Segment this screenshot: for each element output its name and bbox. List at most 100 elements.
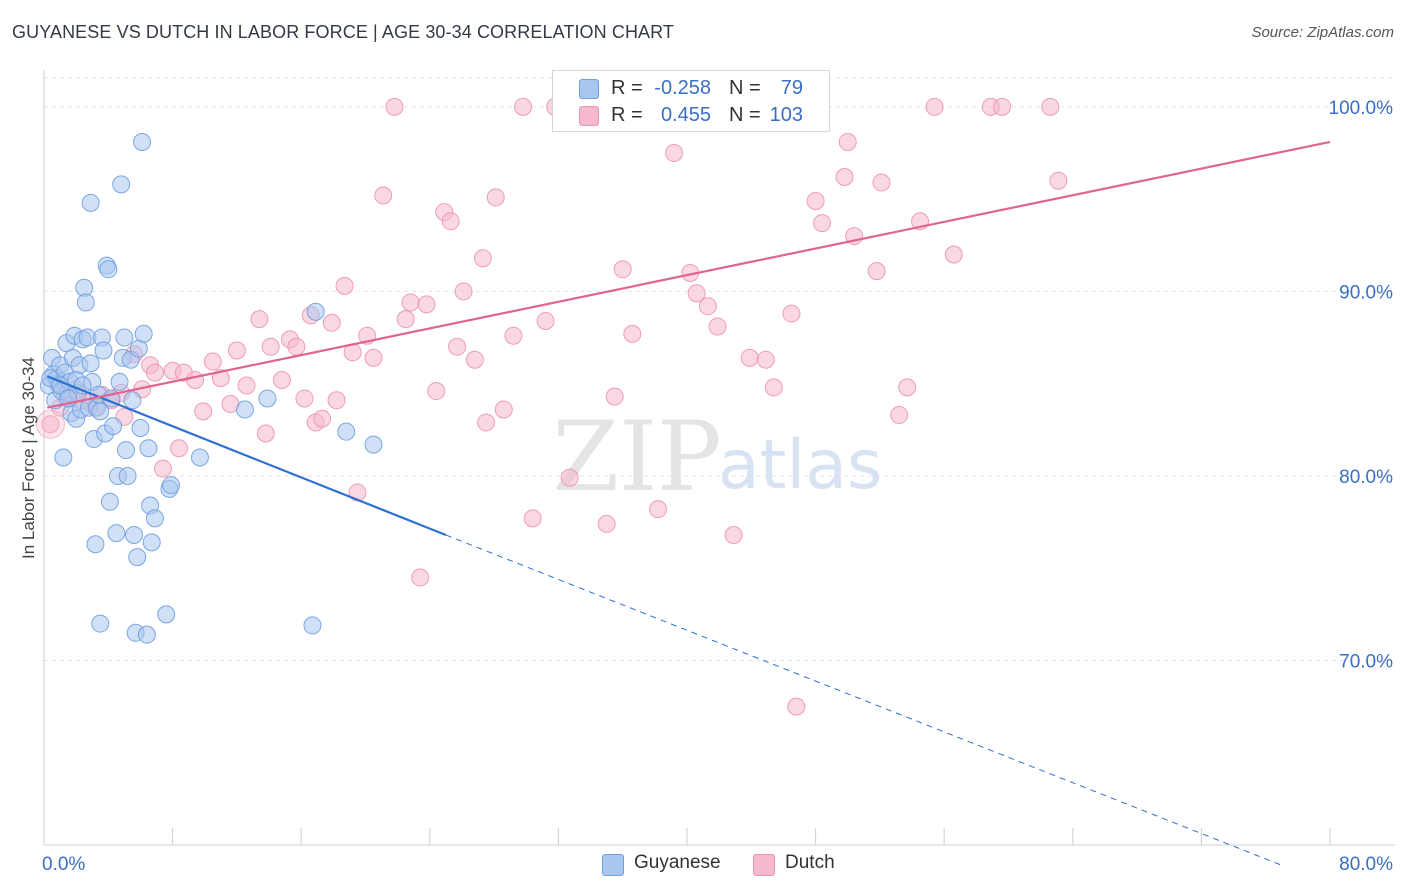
watermark-atlas: atlas xyxy=(718,426,882,505)
guyanese-point xyxy=(99,260,118,279)
legend-n-value: 103 xyxy=(769,104,803,126)
guyanese-point xyxy=(86,535,105,554)
dutch-point xyxy=(867,262,886,281)
chart-title: GUYANESE VS DUTCH IN LABOR FORCE | AGE 3… xyxy=(12,22,675,42)
dutch-point xyxy=(698,297,717,316)
dutch-point xyxy=(993,97,1012,116)
guyanese-point xyxy=(118,466,137,485)
x-tick-label: 80.0% xyxy=(1339,854,1393,875)
guyanese-point xyxy=(337,422,356,441)
series-legend: Guyanese Dutch xyxy=(0,852,1406,878)
dutch-point xyxy=(787,697,806,716)
source-label: Source: ZipAtlas.com xyxy=(1251,24,1394,41)
legend-r-value: 0.455 xyxy=(660,104,711,126)
guyanese-point xyxy=(81,193,100,212)
dutch-point xyxy=(465,350,484,369)
guyanese-point xyxy=(116,441,135,460)
legend: R = -0.258 N = 79 R = 0.455 N = 103 xyxy=(552,70,830,132)
dutch-point xyxy=(1041,97,1060,116)
dutch-point xyxy=(835,168,854,187)
dutch-point xyxy=(597,514,616,533)
dutch-point xyxy=(261,337,280,356)
guyanese-trend-extension xyxy=(445,534,1282,866)
legend-swatch-dutch xyxy=(579,106,599,126)
guyanese-point xyxy=(137,625,156,644)
dutch-point xyxy=(411,568,430,587)
guyanese-point xyxy=(133,132,152,151)
dutch-point xyxy=(756,350,775,369)
guyanese-point xyxy=(107,524,126,543)
guyanese-point xyxy=(91,614,110,633)
dutch-point xyxy=(287,337,306,356)
guyanese-trend-line xyxy=(46,375,447,537)
y-tick-label: 100.0% xyxy=(1329,98,1394,119)
dutch-point xyxy=(153,459,172,478)
guyanese-point xyxy=(145,509,164,528)
guyanese-point xyxy=(131,418,150,437)
dutch-point xyxy=(724,526,743,544)
dutch-point xyxy=(227,341,246,360)
guyanese-point xyxy=(112,175,131,194)
guyanese-point xyxy=(258,389,277,408)
dutch-point xyxy=(605,387,624,406)
dutch-point xyxy=(687,284,706,303)
guyanese-point xyxy=(104,417,123,436)
y-axis-label: In Labor Force | Age 30-34 xyxy=(19,357,38,559)
dutch-point xyxy=(764,378,783,397)
guyanese-point xyxy=(91,402,110,421)
guyanese-point xyxy=(190,448,209,467)
guyanese-point xyxy=(157,605,176,624)
dutch-point xyxy=(313,409,332,428)
y-tick-label: 80.0% xyxy=(1339,467,1393,488)
series-swatch-guyanese xyxy=(602,854,624,876)
dutch-point xyxy=(194,402,213,421)
dutch-point xyxy=(374,186,393,205)
dutch-point xyxy=(250,310,269,329)
y-tick-label: 90.0% xyxy=(1339,282,1393,303)
dutch-point xyxy=(560,468,579,487)
dutch-point xyxy=(364,348,383,367)
dutch-point xyxy=(256,424,275,443)
dutch-point xyxy=(523,509,542,528)
dutch-trend-line xyxy=(46,140,1331,409)
dutch-point xyxy=(448,337,467,356)
dutch-point xyxy=(898,378,917,397)
dutch-point xyxy=(740,348,759,367)
dutch-point xyxy=(211,369,230,388)
trend-layer xyxy=(46,140,1331,866)
dutch-point xyxy=(838,132,857,151)
guyanese-point xyxy=(235,400,254,419)
legend-n-label: N = xyxy=(729,104,761,126)
guyanese-point xyxy=(54,448,73,467)
guyanese-point xyxy=(94,341,113,360)
dutch-point xyxy=(454,282,473,301)
guyanese-point xyxy=(306,302,325,321)
dutch-point xyxy=(401,293,420,312)
guyanese-point xyxy=(364,435,383,454)
guyanese-point xyxy=(110,372,129,391)
guyanese-point xyxy=(303,616,322,635)
dutch-point xyxy=(41,415,60,434)
dutch-point xyxy=(237,376,256,395)
dutch-point xyxy=(295,389,314,408)
watermark-zip: ZIP xyxy=(552,401,721,513)
axes-layer xyxy=(43,70,1395,846)
x-tick-label: 0.0% xyxy=(42,854,85,875)
legend-r-label: R = xyxy=(611,77,643,99)
grid-layer xyxy=(44,77,1395,661)
dutch-point xyxy=(477,413,496,432)
guyanese-point xyxy=(81,354,100,373)
dutch-point xyxy=(348,483,367,502)
dutch-point xyxy=(494,400,513,419)
dutch-point xyxy=(417,295,436,314)
dutch-point xyxy=(1049,171,1068,190)
guyanese-point xyxy=(125,526,144,544)
dutch-point xyxy=(872,173,891,192)
dutch-point xyxy=(145,363,164,382)
y-tick-label: 70.0% xyxy=(1339,651,1393,672)
guyanese-point xyxy=(139,439,158,458)
guyanese-point xyxy=(128,548,147,567)
dutch-point xyxy=(890,406,909,425)
dutch-point xyxy=(536,311,555,330)
